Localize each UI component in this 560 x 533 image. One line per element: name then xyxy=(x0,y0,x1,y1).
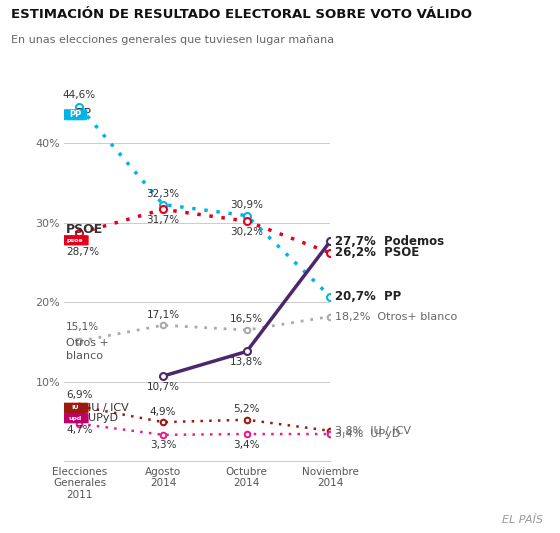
Text: 17,1%: 17,1% xyxy=(147,310,180,320)
Text: 5,2%: 5,2% xyxy=(234,404,260,414)
Text: 10,7%: 10,7% xyxy=(147,382,180,392)
Text: PP: PP xyxy=(69,110,81,119)
FancyBboxPatch shape xyxy=(62,413,88,423)
Text: 3,4%  UPyD: 3,4% UPyD xyxy=(334,429,400,439)
Text: PP: PP xyxy=(64,107,91,120)
Text: 30,2%: 30,2% xyxy=(230,227,263,237)
Text: 30,9%: 30,9% xyxy=(230,200,263,210)
Text: ESTIMACIÓN DE RESULTADO ELECTORAL SOBRE VOTO VÁLIDO: ESTIMACIÓN DE RESULTADO ELECTORAL SOBRE … xyxy=(11,8,472,21)
Text: 44,6%: 44,6% xyxy=(63,90,96,100)
Text: Otros +: Otros + xyxy=(66,338,109,348)
Text: PSOE: PSOE xyxy=(66,223,104,236)
Text: En unas elecciones generales que tuviesen lugar mañana: En unas elecciones generales que tuviese… xyxy=(11,35,334,45)
Text: blanco: blanco xyxy=(66,351,103,361)
Text: 3,3%: 3,3% xyxy=(150,440,176,450)
Text: UPyD: UPyD xyxy=(88,413,118,423)
Text: 4,7%: 4,7% xyxy=(66,425,92,435)
Text: IU / ICV: IU / ICV xyxy=(88,403,129,413)
Text: 16,5%: 16,5% xyxy=(230,314,263,325)
Text: 18,2%  Otros+ blanco: 18,2% Otros+ blanco xyxy=(334,311,457,321)
Text: 27,7%  Podemos: 27,7% Podemos xyxy=(334,235,444,247)
Text: 15,1%: 15,1% xyxy=(66,322,99,333)
Text: 6,9%: 6,9% xyxy=(66,390,92,400)
FancyBboxPatch shape xyxy=(62,235,88,245)
Text: 3,8%  IU / ICV: 3,8% IU / ICV xyxy=(334,426,410,436)
Text: 3,4%: 3,4% xyxy=(234,440,260,450)
Text: psoe: psoe xyxy=(67,238,83,243)
Text: 32,3%: 32,3% xyxy=(147,189,180,199)
Text: 28,7%: 28,7% xyxy=(66,247,99,256)
Text: upd: upd xyxy=(69,416,82,421)
Text: 26,2%  PSOE: 26,2% PSOE xyxy=(334,246,419,260)
FancyBboxPatch shape xyxy=(62,402,88,413)
Text: 4,9%: 4,9% xyxy=(150,407,176,417)
Text: 13,8%: 13,8% xyxy=(230,357,263,367)
Text: IU: IU xyxy=(72,405,79,410)
FancyBboxPatch shape xyxy=(64,110,87,120)
Text: 31,7%: 31,7% xyxy=(147,215,180,225)
Text: EL PAÍS: EL PAÍS xyxy=(502,515,543,525)
Text: 20,7%  PP: 20,7% PP xyxy=(334,290,401,303)
